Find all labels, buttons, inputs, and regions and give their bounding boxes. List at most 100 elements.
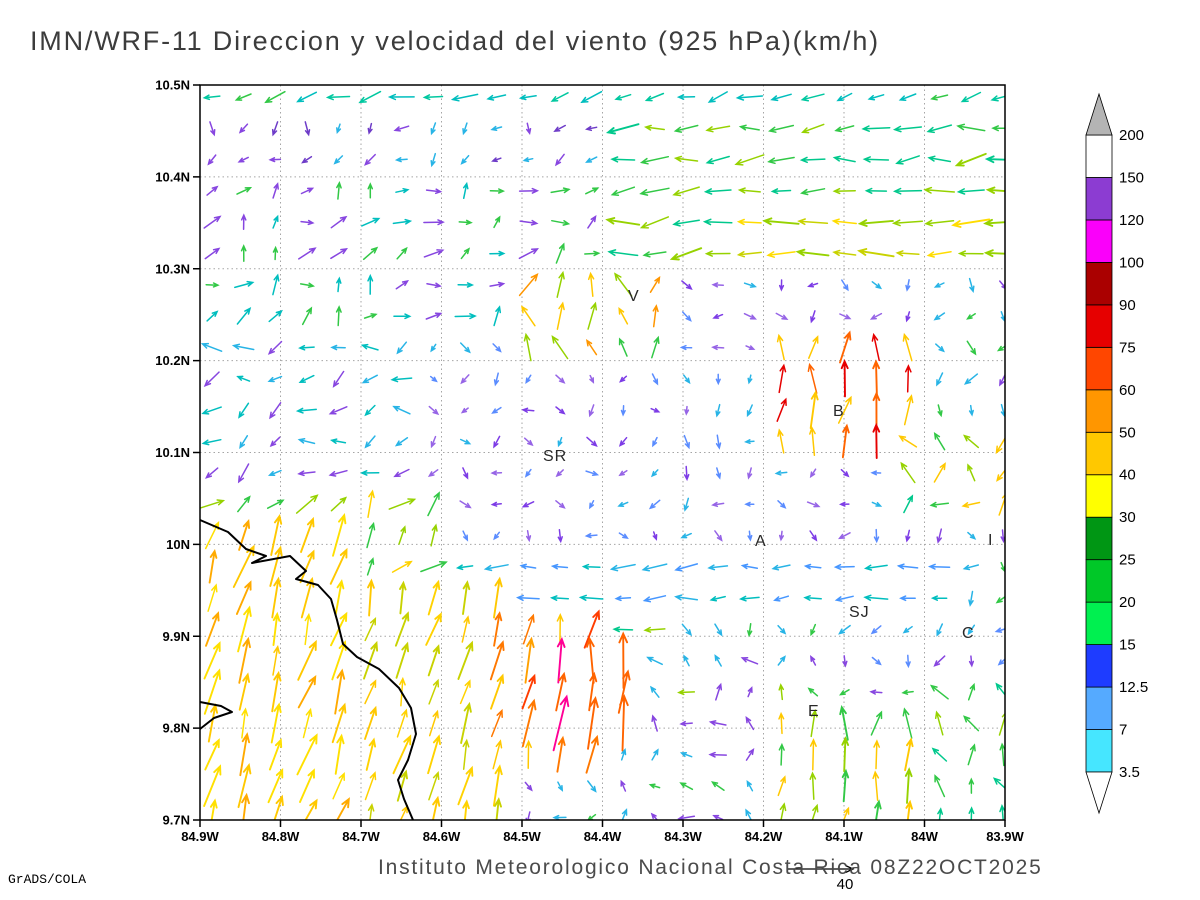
wind-arrow bbox=[364, 404, 376, 417]
wind-arrow bbox=[807, 362, 818, 394]
wind-arrow bbox=[746, 779, 754, 792]
wind-arrow bbox=[702, 218, 733, 226]
wind-arrow bbox=[838, 501, 850, 507]
wind-arrow bbox=[200, 342, 223, 352]
wind-arrow bbox=[298, 247, 317, 260]
colorbar-segment bbox=[1085, 729, 1113, 773]
wind-arrow bbox=[298, 344, 315, 351]
wind-arrow bbox=[839, 704, 849, 741]
wind-arrow bbox=[267, 340, 283, 355]
wind-arrow bbox=[803, 563, 822, 570]
wind-arrow bbox=[777, 775, 786, 797]
wind-arrow bbox=[651, 335, 660, 359]
wind-arrow bbox=[549, 595, 570, 601]
lat-tick-label: 10.2N bbox=[155, 353, 190, 368]
wind-arrow bbox=[460, 407, 469, 414]
wind-arrow bbox=[747, 530, 753, 542]
wind-arrow bbox=[459, 500, 472, 509]
wind-arrow bbox=[334, 579, 345, 616]
wind-arrow bbox=[991, 125, 1005, 132]
wind-arrow bbox=[740, 656, 759, 665]
wind-arrow bbox=[585, 187, 600, 195]
grid-layer bbox=[200, 85, 1005, 820]
wind-arrow bbox=[927, 563, 951, 570]
wind-arrow bbox=[607, 249, 639, 257]
wind-arrow bbox=[585, 156, 598, 163]
wind-arrow bbox=[555, 500, 566, 509]
wind-arrow bbox=[550, 92, 569, 102]
wind-arrow bbox=[715, 434, 722, 450]
wind-arrow bbox=[747, 622, 753, 638]
wind-arrow bbox=[679, 720, 693, 727]
wind-arrow bbox=[778, 279, 785, 292]
wind-arrow bbox=[779, 802, 787, 820]
wind-arrow bbox=[367, 273, 374, 295]
wind-arrow bbox=[209, 798, 218, 820]
lon-tick-label: 84.8W bbox=[262, 829, 300, 844]
coastline bbox=[199, 519, 417, 821]
wind-arrow bbox=[556, 301, 565, 330]
wind-arrow bbox=[957, 250, 984, 257]
wind-arrow bbox=[427, 579, 441, 616]
wind-arrow bbox=[526, 122, 532, 135]
wind-arrow bbox=[304, 121, 311, 137]
wind-arrow bbox=[709, 595, 726, 602]
wind-arrow bbox=[864, 187, 888, 194]
wind-arrow bbox=[934, 710, 944, 736]
wind-arrow bbox=[491, 157, 502, 163]
wind-arrow bbox=[984, 155, 1005, 164]
wind-arrow bbox=[857, 248, 895, 258]
wind-arrow bbox=[905, 529, 911, 543]
wind-arrow bbox=[961, 501, 981, 508]
wind-arrow bbox=[936, 372, 944, 387]
wind-arrow bbox=[857, 219, 894, 227]
wind-arrow bbox=[330, 215, 348, 229]
wind-arrow bbox=[264, 90, 286, 104]
wind-arrow bbox=[745, 345, 756, 351]
wind-arrow bbox=[903, 494, 914, 514]
wind-arrow bbox=[767, 156, 795, 165]
wind-arrow bbox=[361, 374, 378, 384]
wind-arrow bbox=[871, 332, 880, 362]
wind-arrow bbox=[933, 312, 946, 321]
wind-arrow bbox=[450, 93, 479, 102]
wind-arrow bbox=[396, 246, 408, 260]
wind-arrow bbox=[460, 374, 470, 385]
wind-arrow bbox=[934, 774, 946, 798]
colorbar-segment bbox=[1085, 431, 1113, 476]
wind-arrow bbox=[334, 668, 346, 715]
wind-arrow bbox=[578, 594, 604, 601]
map-label: E bbox=[808, 703, 820, 720]
wind-arrow bbox=[551, 335, 569, 360]
wind-arrow bbox=[328, 469, 348, 477]
colorbar-label: 25 bbox=[1119, 552, 1136, 569]
colorbar-segment bbox=[1085, 304, 1113, 348]
wind-arrow bbox=[841, 279, 849, 292]
wind-arrow bbox=[555, 242, 565, 264]
wind-arrow bbox=[614, 272, 633, 297]
wind-arrow bbox=[778, 711, 785, 735]
wind-arrow bbox=[270, 513, 283, 556]
wind-arrow bbox=[740, 563, 759, 570]
wind-arrow bbox=[203, 641, 221, 680]
map-label: B bbox=[833, 403, 845, 420]
wind-arrow bbox=[985, 186, 1005, 194]
wind-arrow bbox=[681, 623, 693, 637]
wind-arrow bbox=[367, 122, 373, 135]
wind-arrow bbox=[298, 374, 315, 383]
wind-arrow bbox=[358, 90, 382, 104]
colorbar-label: 40 bbox=[1119, 467, 1136, 484]
wind-arrow bbox=[394, 437, 409, 447]
wind-arrow bbox=[272, 273, 280, 296]
wind-arrow bbox=[618, 532, 629, 539]
wind-arrow bbox=[983, 218, 1005, 227]
colorbar-label: 100 bbox=[1119, 254, 1144, 271]
wind-arrow bbox=[705, 155, 730, 165]
lon-tick-label: 84.1W bbox=[825, 829, 863, 844]
wind-arrow bbox=[587, 780, 597, 793]
wind-arrow bbox=[998, 712, 1005, 736]
wind-arrow bbox=[492, 764, 503, 807]
wind-arrow bbox=[366, 557, 375, 576]
wind-arrow bbox=[895, 250, 920, 257]
